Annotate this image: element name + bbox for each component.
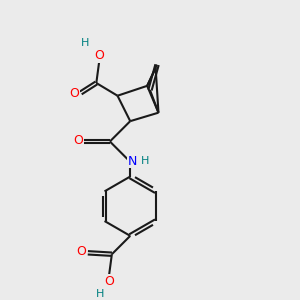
Text: H: H [81,38,89,49]
Text: O: O [94,49,104,62]
Text: O: O [77,245,87,258]
Text: H: H [96,289,105,299]
Text: O: O [70,87,80,100]
Text: O: O [73,134,83,147]
Text: N: N [128,155,137,168]
Text: O: O [104,275,114,288]
Text: H: H [141,156,149,166]
